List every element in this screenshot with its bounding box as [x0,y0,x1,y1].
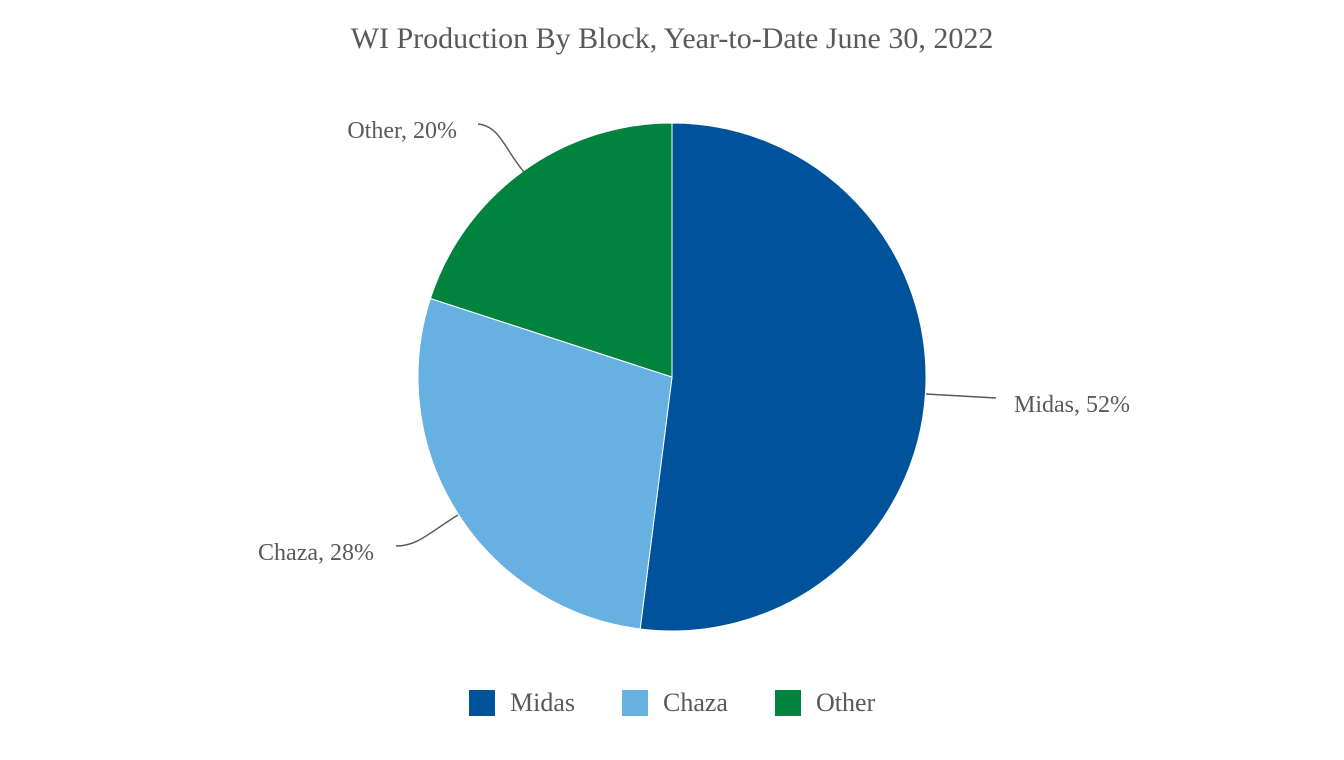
legend-label-other: Other [815,688,876,717]
legend-label-midas: Midas [510,688,575,717]
legend-item-chaza[interactable]: Chaza [622,688,728,718]
pie-slice-chaza[interactable] [417,297,673,630]
legend-swatch-chaza [622,690,648,716]
legend-label-chaza: Chaza [663,688,728,717]
data-label-midas: Midas, 52% [1014,392,1130,418]
leader-line-other [477,123,525,173]
legend-swatch-other [774,690,801,716]
leader-line-midas [925,393,997,399]
legend-swatch-midas [469,690,495,716]
data-label-chaza: Chaza, 28% [258,540,374,566]
legend: Midas Chaza Other [469,688,875,718]
pie-slice-midas[interactable] [639,122,927,632]
legend-item-other[interactable]: Other [774,688,876,718]
chart-title: WI Production By Block, Year-to-Date Jun… [350,22,994,55]
leader-line-chaza [395,514,459,547]
legend-item-midas[interactable]: Midas [469,688,575,718]
data-label-other: Other, 20% [347,118,457,144]
